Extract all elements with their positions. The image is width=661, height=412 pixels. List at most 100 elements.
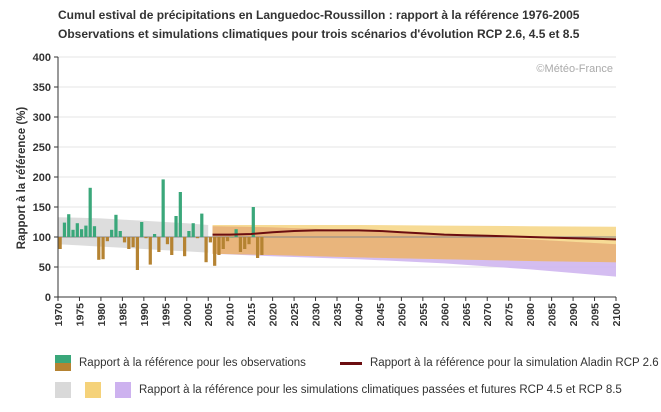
x-tick-label: 2080 <box>525 303 537 327</box>
observation-bar <box>58 237 62 249</box>
x-tick-label: 2060 <box>439 303 451 327</box>
observation-bar <box>234 229 238 237</box>
observation-bar <box>62 222 67 237</box>
x-tick-label: 2030 <box>311 303 323 327</box>
x-tick-label: 1980 <box>96 303 108 327</box>
observation-bar <box>230 237 234 238</box>
observation-bar <box>183 237 187 257</box>
x-tick-label: 2005 <box>203 303 215 327</box>
observation-bar <box>195 237 200 239</box>
x-tick-label: 1990 <box>139 303 151 327</box>
legend-row-1: Rapport à la référence pour les observat… <box>55 355 659 371</box>
x-tick-label: 1985 <box>117 303 129 327</box>
observation-bar <box>217 237 221 255</box>
x-tick-label: 2100 <box>611 303 623 327</box>
y-tick-label: 200 <box>33 172 51 184</box>
legend-swatch-rcp26 <box>339 361 362 365</box>
legend-label-bands: Rapport à la référence pour les simulati… <box>139 384 622 396</box>
observation-bar <box>174 216 178 237</box>
observation-bar <box>260 237 264 255</box>
observation-bar <box>97 237 101 260</box>
observation-bar <box>225 237 230 242</box>
observation-bar <box>161 179 165 237</box>
x-tick-label: 2035 <box>332 303 344 327</box>
observation-bar <box>105 237 109 242</box>
chart-subtitle: Observations et simulations climatiques … <box>58 27 580 41</box>
observation-bar <box>131 237 135 248</box>
observation-bar <box>118 231 122 237</box>
observation-bar <box>221 237 225 249</box>
x-tick-label: 2090 <box>568 303 580 327</box>
y-tick-label: 250 <box>33 142 51 154</box>
x-tick-label: 1995 <box>160 303 172 327</box>
legend-swatch-historical <box>55 382 71 398</box>
observation-bar <box>122 237 127 243</box>
x-tick-label: 2025 <box>289 303 301 327</box>
x-tick-label: 2040 <box>353 303 365 327</box>
observation-bar <box>84 225 88 237</box>
x-tick-label: 2000 <box>182 303 194 327</box>
observation-bar <box>110 229 114 237</box>
observation-bar <box>200 213 204 237</box>
y-tick-label: 300 <box>33 112 51 124</box>
observation-bar <box>243 237 247 249</box>
legend-label-rcp26: Rapport à la référence pour la simulatio… <box>369 357 659 369</box>
x-tick-label: 2055 <box>418 303 430 327</box>
observation-bar <box>157 237 161 252</box>
observation-bar <box>67 214 71 237</box>
observation-bar <box>213 237 217 266</box>
observation-bar <box>238 237 243 252</box>
observation-bar <box>204 237 208 263</box>
observation-bars <box>58 179 264 270</box>
observation-bar <box>152 234 157 237</box>
credit-label: ©Météo-France <box>536 63 613 75</box>
x-tick-label: 1975 <box>74 303 86 327</box>
legend-swatch-observations <box>55 355 71 371</box>
x-tick-label: 2095 <box>590 303 602 327</box>
observation-bar <box>101 237 105 260</box>
legend-label-observations: Rapport à la référence pour les observat… <box>79 357 306 369</box>
observation-bar <box>88 187 92 237</box>
observation-bar <box>92 226 97 237</box>
observation-bar <box>251 207 255 237</box>
x-tick-label: 2050 <box>396 303 408 327</box>
observation-bar <box>140 222 144 237</box>
x-tick-label: 2010 <box>225 303 237 327</box>
observation-bar <box>178 192 182 237</box>
legend-swatch-rcp45 <box>85 382 101 398</box>
observation-bar <box>71 229 75 237</box>
chart-title: Cumul estival de précipitations en Langu… <box>58 8 580 22</box>
observation-bar <box>114 214 118 237</box>
rcp26-line <box>212 229 617 241</box>
y-tick-label: 100 <box>33 232 51 244</box>
observation-bar <box>255 237 260 258</box>
y-tick-label: 350 <box>33 82 51 94</box>
observation-bar <box>191 223 195 237</box>
observation-bar <box>135 237 140 270</box>
observation-bar <box>208 237 212 243</box>
x-tick-label: 2085 <box>547 303 559 327</box>
legend-swatch-rcp85 <box>115 382 131 398</box>
legend-row-2: Rapport à la référence pour les simulati… <box>55 382 622 398</box>
y-tick-label: 0 <box>45 292 51 304</box>
observation-bar <box>144 237 148 239</box>
axes <box>54 56 617 301</box>
band-overlap <box>212 226 616 263</box>
observation-bar <box>165 237 170 245</box>
x-tick-label: 1970 <box>53 303 65 327</box>
y-tick-label: 400 <box>33 52 51 64</box>
x-tick-label: 2045 <box>375 303 387 327</box>
y-tick-label: 50 <box>39 262 51 274</box>
y-axis-label: Rapport à la référence (%) <box>16 107 28 250</box>
observation-bar <box>170 237 174 255</box>
x-tick-labels: 1970 1975 1980 1985 1990 1995 2000 2005 2010 2015… <box>53 303 623 327</box>
x-tick-label: 2075 <box>504 303 516 327</box>
rcp26-line-path <box>212 229 617 241</box>
y-tick-labels: 0 50 100 150 200 250 300 350 400 <box>33 52 51 304</box>
observation-bar <box>79 229 84 237</box>
x-tick-label: 2015 <box>246 303 258 327</box>
observation-bar <box>75 223 79 237</box>
observation-bar <box>187 231 191 237</box>
observation-bar <box>247 237 251 245</box>
